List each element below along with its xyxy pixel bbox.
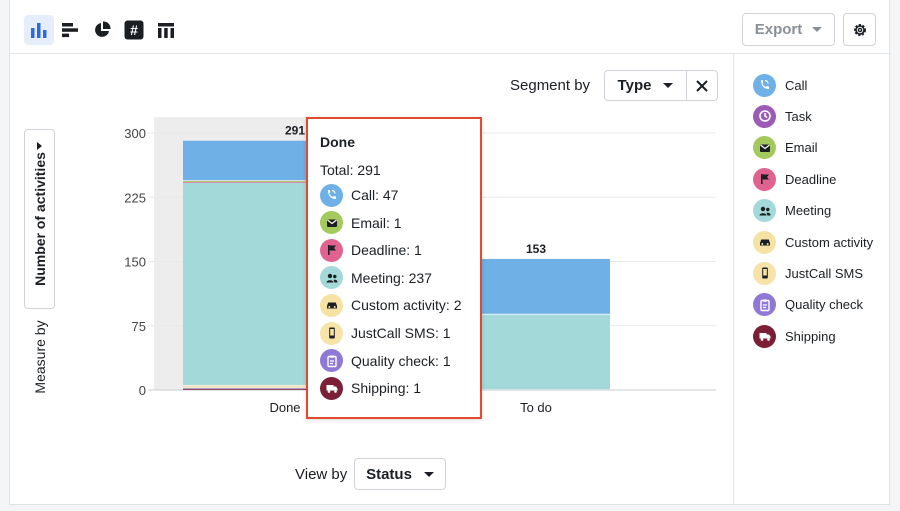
legend-item[interactable]: Deadline — [753, 166, 836, 192]
envelope-icon — [753, 136, 776, 160]
legend-item[interactable]: JustCall SMS — [753, 260, 863, 286]
tooltip-row: JustCall SMS: 1 — [320, 321, 451, 345]
legend-label: Task — [785, 108, 812, 124]
flag-icon — [320, 238, 343, 262]
clipboard-icon — [753, 293, 776, 317]
number-icon[interactable]: # — [119, 15, 149, 45]
chevron-down-icon — [812, 27, 823, 32]
tooltip-title: Done — [320, 134, 355, 150]
legend-item[interactable]: Email — [753, 135, 818, 161]
bar-segment — [462, 314, 610, 390]
tooltip-row-label: Email: 1 — [351, 214, 402, 231]
bar-total-label: 153 — [526, 242, 546, 256]
people-icon — [753, 199, 776, 223]
clipboard-icon — [320, 349, 343, 373]
tooltip-row: Call: 47 — [320, 183, 398, 207]
legend-label: Call — [785, 77, 808, 93]
clear-segment-button[interactable] — [687, 71, 717, 100]
legend-label: JustCall SMS — [785, 265, 864, 281]
x-tick-label: Done — [269, 400, 300, 415]
pie-chart-icon[interactable] — [87, 15, 117, 45]
view-by-select[interactable]: Status — [354, 458, 446, 490]
measure-by-select[interactable]: Number of activities — [24, 129, 55, 309]
tooltip-row-label: Deadline: 1 — [351, 242, 422, 259]
tooltip-row: Custom activity: 2 — [320, 293, 461, 317]
insights-report-frame: # Export Segment by Type Number of act — [9, 0, 891, 505]
envelope-icon — [320, 211, 343, 235]
phone-icon — [753, 73, 776, 97]
tooltip-row-label: Custom activity: 2 — [351, 297, 462, 314]
bar-total-label: 291 — [285, 124, 305, 138]
legend-label: Deadline — [785, 171, 837, 187]
segment-dropdown[interactable]: Type — [605, 71, 687, 100]
x-tick-label: To do — [520, 400, 552, 415]
export-label: Export — [754, 21, 803, 38]
car-icon — [753, 230, 776, 254]
view-by-label: View by — [295, 466, 348, 483]
segment-value: Type — [617, 77, 652, 94]
tooltip-row-label: Quality check: 1 — [351, 352, 451, 369]
bar-segment — [183, 389, 331, 390]
bar-segment — [183, 181, 331, 183]
close-icon — [696, 79, 708, 92]
car-icon — [320, 293, 343, 317]
bar-segment — [183, 387, 331, 389]
chevron-down-icon — [423, 471, 434, 477]
tooltip-row-label: Meeting: 237 — [351, 269, 432, 286]
legend-label: Meeting — [785, 203, 832, 219]
y-tick-label: 150 — [124, 255, 146, 270]
legend: Call Task Email Deadline Meeting Custom activ… — [733, 54, 891, 505]
truck-icon — [320, 376, 343, 400]
mobile-icon — [320, 321, 343, 345]
bar-tooltip: Done Total: 291 Call: 47 Email: 1 Deadline… — [306, 117, 482, 419]
people-icon — [320, 266, 343, 290]
segment-by-label: Segment by — [510, 77, 591, 94]
tooltip-row: Shipping: 1 — [320, 376, 421, 400]
phone-icon — [320, 183, 343, 207]
mobile-icon — [753, 261, 776, 285]
legend-item[interactable]: Task — [753, 103, 812, 129]
gear-icon — [853, 23, 866, 36]
settings-button[interactable] — [843, 13, 876, 46]
tooltip-row: Meeting: 237 — [320, 266, 432, 290]
horizontal-bar-icon[interactable] — [55, 15, 85, 45]
view-value: Status — [366, 465, 412, 483]
chevron-down-icon — [663, 83, 674, 88]
y-tick-label: 0 — [139, 383, 146, 398]
truck-icon — [753, 324, 776, 348]
legend-label: Shipping — [785, 328, 836, 344]
legend-item[interactable]: Call — [753, 72, 807, 98]
tooltip-row-label: JustCall SMS: 1 — [351, 325, 451, 341]
legend-label: Quality check — [785, 297, 864, 313]
segment-by-select[interactable]: Type — [604, 70, 718, 101]
tooltip-row-label: Shipping: 1 — [351, 380, 422, 397]
legend-item[interactable]: Quality check — [753, 292, 863, 318]
legend-label: Email — [785, 140, 818, 156]
flag-icon — [753, 167, 776, 191]
tooltip-row-label: Call: 47 — [351, 187, 399, 203]
bar-segment — [183, 388, 331, 390]
legend-item[interactable]: Shipping — [753, 323, 836, 349]
tooltip-row: Deadline: 1 — [320, 238, 422, 262]
svg-text:#: # — [130, 22, 138, 38]
clock-icon — [753, 104, 776, 128]
legend-item[interactable]: Custom activity — [753, 229, 873, 255]
tooltip-total: Total: 291 — [320, 162, 381, 178]
bar-chart-icon[interactable] — [24, 15, 54, 45]
legend-item[interactable]: Meeting — [753, 198, 831, 224]
table-icon[interactable] — [151, 15, 181, 45]
tooltip-row: Quality check: 1 — [320, 349, 451, 373]
bar-segment — [462, 258, 610, 314]
export-button[interactable]: Export — [742, 13, 835, 46]
chart-type-toolbar: # Export — [10, 0, 891, 54]
y-tick-label: 225 — [124, 190, 146, 205]
tooltip-row: Email: 1 — [320, 211, 402, 235]
chevron-right-icon — [37, 142, 42, 150]
legend-label: Custom activity — [785, 234, 874, 250]
bar-segment — [183, 385, 331, 387]
y-tick-label: 75 — [132, 319, 146, 334]
y-tick-label: 300 — [124, 126, 146, 141]
bar-segment — [183, 180, 331, 182]
